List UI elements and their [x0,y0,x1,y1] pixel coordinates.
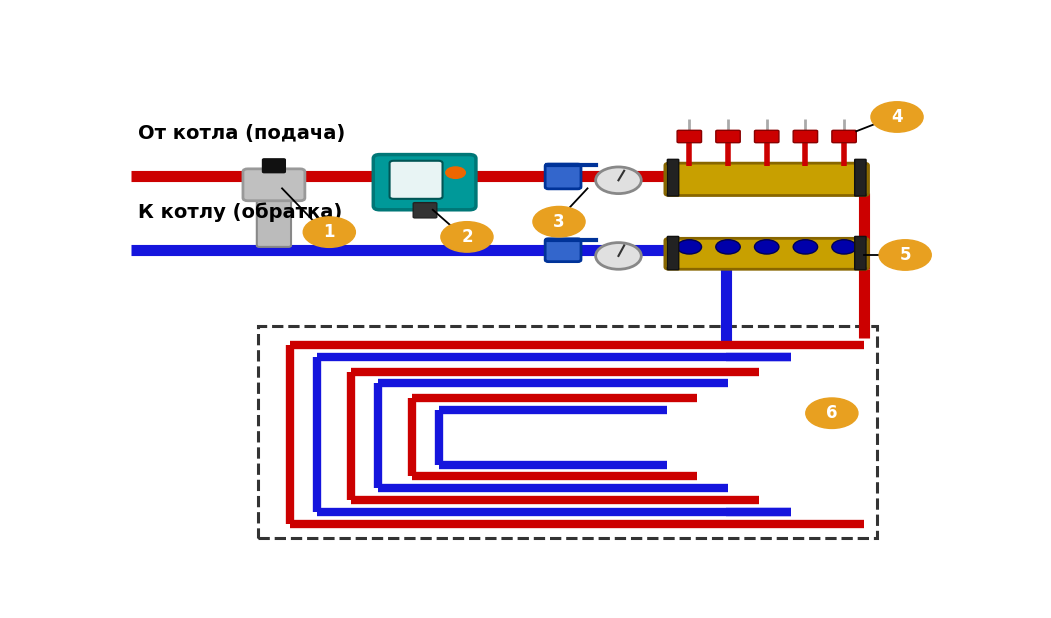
FancyBboxPatch shape [716,130,740,143]
Circle shape [794,240,818,254]
FancyBboxPatch shape [243,169,305,201]
Circle shape [304,217,355,247]
FancyBboxPatch shape [413,203,437,218]
Circle shape [533,206,585,237]
Text: 5: 5 [900,246,911,264]
FancyBboxPatch shape [667,159,679,196]
Text: 6: 6 [826,404,838,422]
FancyBboxPatch shape [545,164,581,189]
Text: К котлу (обратка): К котлу (обратка) [138,202,343,222]
FancyBboxPatch shape [755,130,779,143]
Circle shape [441,222,493,252]
FancyBboxPatch shape [256,175,291,247]
FancyBboxPatch shape [832,130,857,143]
Circle shape [879,240,931,270]
Circle shape [716,240,740,254]
FancyBboxPatch shape [263,159,285,172]
FancyBboxPatch shape [667,237,679,269]
FancyBboxPatch shape [854,159,866,196]
Circle shape [677,240,702,254]
Circle shape [596,243,641,269]
FancyBboxPatch shape [854,237,866,269]
FancyBboxPatch shape [794,130,818,143]
FancyBboxPatch shape [677,130,702,143]
FancyBboxPatch shape [373,154,476,210]
FancyBboxPatch shape [665,239,868,269]
FancyBboxPatch shape [665,163,868,195]
Text: 2: 2 [461,228,473,246]
Text: 4: 4 [891,108,903,126]
Circle shape [755,240,779,254]
FancyBboxPatch shape [390,161,442,199]
Text: От котла (подача): От котла (подача) [138,124,345,143]
Circle shape [871,102,923,132]
FancyBboxPatch shape [545,239,581,261]
Circle shape [832,240,857,254]
Circle shape [596,167,641,193]
Text: 3: 3 [553,213,564,231]
Circle shape [446,167,466,179]
Circle shape [806,398,858,428]
Text: 1: 1 [324,223,335,241]
